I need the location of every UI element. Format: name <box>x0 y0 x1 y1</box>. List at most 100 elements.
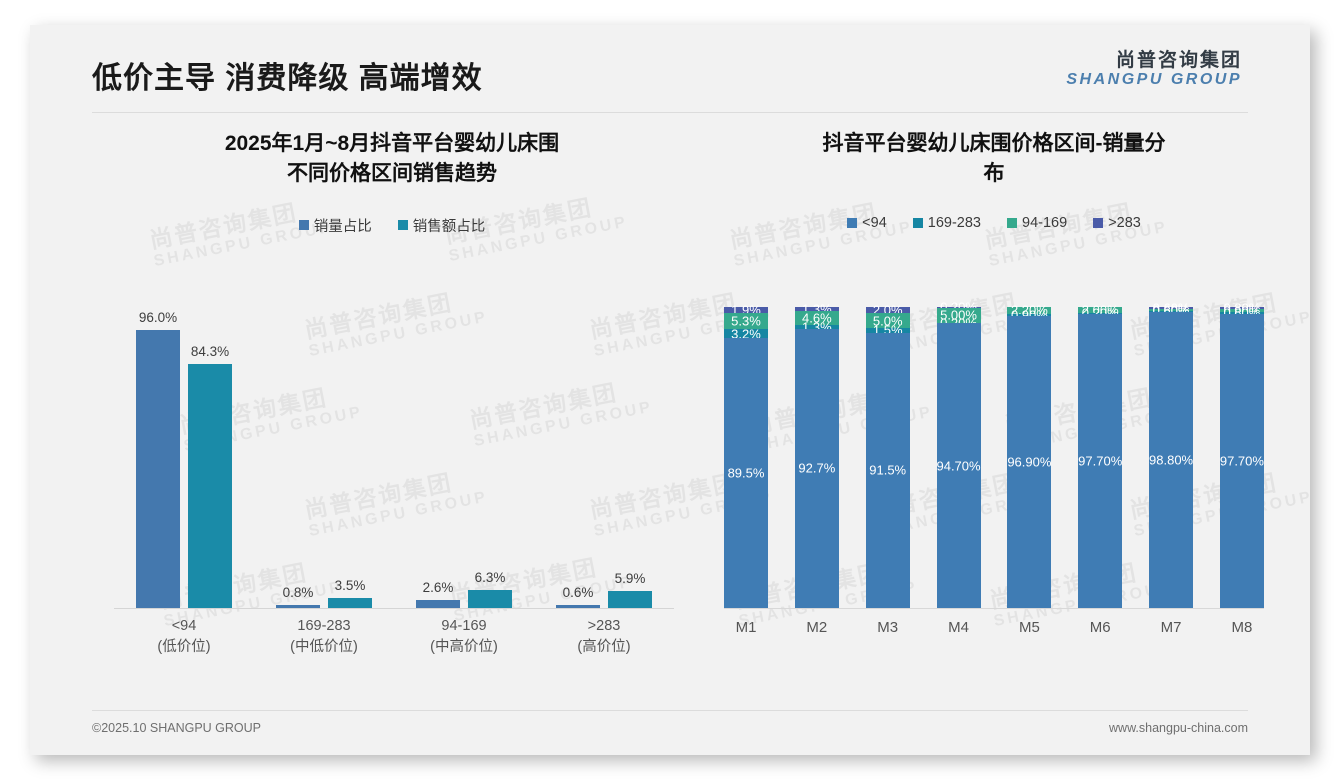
right-chart-segment-value-label: 97.70% <box>1078 453 1123 469</box>
right-chart-segment-value-label: 96.90% <box>1007 454 1052 470</box>
footer-copyright: ©2025.10 SHANGPU GROUP <box>92 721 261 735</box>
slide-header: 低价主导 消费降级 高端增效 尚普咨询集团 SHANGPU GROUP <box>30 25 1310 113</box>
right-chart-category-label: M8 <box>1231 619 1253 636</box>
legend-label: 94-169 <box>1022 214 1068 231</box>
left-chart-legend: 销量占比 销售额占比 <box>92 215 692 236</box>
right-chart-category-labels: M1 M2 M3 M4 M5 M6 M7 M8 <box>724 611 1264 667</box>
right-chart-segment-value-label: 92.7% <box>798 460 836 476</box>
left-chart-bar-group: 0.8% 3.5% <box>254 297 394 608</box>
left-chart-category-tier: (中低价位) <box>290 639 358 656</box>
right-chart-category-label: M2 <box>806 619 828 636</box>
logo-text-cn: 尚普咨询集团 <box>1115 50 1242 71</box>
legend-swatch-icon <box>847 217 858 228</box>
right-chart-stack-segment: 96.90% <box>1007 316 1052 608</box>
left-chart-bar-value-label: 96.0% <box>138 309 178 325</box>
right-chart-stacked-bar[interactable]: 1.9% 5.3% 3.2% 89.5% <box>724 302 768 608</box>
left-chart-title-line1: 2025年1月~8月抖音平台婴幼儿床围 <box>224 132 560 155</box>
right-chart-category-label: M4 <box>948 619 969 636</box>
right-chart-segment-value-label: 5.0% <box>872 313 903 329</box>
right-chart-stacked-bar[interactable]: 1.3% 4.6% 1.3% 92.7% <box>794 301 839 609</box>
right-chart-stack-segment: 94.70% <box>936 323 981 608</box>
right-chart-stack-segment: 98.80% <box>1149 312 1194 609</box>
right-chart-legend-item[interactable]: <94 <box>847 215 887 231</box>
left-chart-bar-rect <box>608 590 652 608</box>
legend-label: 销量占比 <box>313 218 372 235</box>
left-chart-bar-rect <box>556 605 600 608</box>
right-chart-stacked-bars: 1.9% 5.3% 3.2% 89.5% 1.3% 4.6% 1.3% 92.7% 2.0% 5.… <box>724 300 1264 609</box>
right-chart-stacked-bar[interactable]: 2.00%0.20%97.70% <box>1078 303 1123 608</box>
right-chart-stack-segment: 91.5% <box>865 332 910 608</box>
left-chart-bar-value-label: 0.6% <box>562 585 594 600</box>
legend-label: 销售额占比 <box>412 218 486 235</box>
right-chart-plot: 1.9% 5.3% 3.2% 89.5% 1.3% 4.6% 1.3% 92.7% 2.0% 5.… <box>710 297 1278 667</box>
left-chart-legend-item[interactable]: 销售额占比 <box>397 215 486 236</box>
right-chart-category-label: M5 <box>1018 619 1040 636</box>
legend-label: >283 <box>1108 214 1141 231</box>
page-title: 低价主导 消费降级 高端增效 <box>92 62 483 95</box>
right-chart-segment-value-label: 5.00% <box>940 307 977 323</box>
logo-text-en: SHANGPU GROUP <box>1066 70 1242 88</box>
right-chart-title-line2: 布 <box>983 161 1005 185</box>
left-chart-bar[interactable]: 0.8% <box>276 297 320 608</box>
left-chart-plot: 96.0% 84.3% 0.8% 3.5% 2.6% 6.3% 0.6% 5.9% <94 (低… <box>92 297 692 667</box>
right-chart-stacked-bar[interactable]: 0.20%5.00%0.20%94.70% <box>936 300 981 608</box>
right-chart-stacked-bar[interactable]: 0.60%0.60%0.60%98.80% <box>1149 300 1194 609</box>
right-chart-title-line1: 抖音平台婴幼儿床围价格区间-销量分 <box>822 132 1166 155</box>
left-chart-category-tier: (低价位) <box>157 639 211 656</box>
right-chart-legend-item[interactable]: >283 <box>1093 215 1141 231</box>
right-chart-stacked-bar[interactable]: 0.80%0.90%0.60%97.70% <box>1219 301 1264 608</box>
right-chart-legend-item[interactable]: 169-283 <box>912 215 981 231</box>
right-chart-stacked-bar[interactable]: 2.20% 0.90% 96.90% <box>1007 303 1052 608</box>
right-chart-stack-segment: 3.2% <box>724 326 768 341</box>
left-chart-bar[interactable]: 0.6% <box>556 297 600 608</box>
footer-website: www.shangpu-china.com <box>1109 721 1248 735</box>
right-chart-stacked-bar[interactable]: 2.0% 5.0% 1.5% 91.5% <box>865 303 910 608</box>
left-chart-category-labels: <94 (低价位) 169-283 (中低价位) 94-169 (中高价位) >283 (高价… <box>114 611 674 667</box>
right-chart-category-label: M3 <box>877 619 899 636</box>
legend-swatch-icon <box>1093 217 1104 228</box>
legend-swatch-icon <box>1007 217 1017 228</box>
right-chart-stack-segment: 4.6% <box>794 310 839 325</box>
right-chart-stack-segment: 92.7% <box>794 328 839 609</box>
right-chart-segment-value-label: 3.2% <box>731 326 761 341</box>
left-chart-bar-value-label: 0.8% <box>282 585 314 600</box>
right-chart-stack-segment: 5.3% <box>724 312 768 329</box>
legend-swatch-icon <box>298 220 309 231</box>
left-chart-category-range: <94 <box>171 618 197 634</box>
left-chart-bar-rect <box>468 589 512 608</box>
brand-logo: 尚普咨询集团 SHANGPU GROUP <box>1066 51 1242 89</box>
right-chart-category-label: M1 <box>735 619 757 636</box>
right-chart-x-axis <box>724 608 1264 609</box>
left-chart-category-tier: (高价位) <box>577 639 631 656</box>
right-chart-stack-segment: 97.70% <box>1078 313 1123 608</box>
left-chart-category-label: 169-283 (中低价位) <box>254 611 394 667</box>
left-chart-bar[interactable]: 5.9% <box>608 297 652 608</box>
header-divider <box>92 112 1248 113</box>
left-chart-category-range: >283 <box>587 618 621 634</box>
legend-swatch-icon <box>912 217 923 228</box>
right-chart-segment-value-label: 91.5% <box>869 462 907 478</box>
right-chart-legend: <94 169-283 94-169 >283 <box>710 215 1278 231</box>
legend-swatch-icon <box>397 220 408 231</box>
chart-panel-right: 抖音平台婴幼儿床围价格区间-销量分 布 <94 169-283 94-169 >283… <box>710 129 1278 699</box>
left-chart-bar-group: 2.6% 6.3% <box>394 297 534 608</box>
left-chart-bar-groups: 96.0% 84.3% 0.8% 3.5% 2.6% 6.3% 0.6% 5.9% <box>114 297 674 608</box>
footer-divider <box>92 710 1248 711</box>
left-chart-bar[interactable]: 6.3% <box>468 297 512 608</box>
left-chart-category-label: <94 (低价位) <box>114 611 254 667</box>
right-chart-segment-value-label: 5.3% <box>731 313 761 329</box>
left-chart-bar-value-label: 3.5% <box>334 577 366 593</box>
left-chart-bar[interactable]: 84.3% <box>188 297 232 608</box>
left-chart-bar[interactable]: 96.0% <box>136 297 180 608</box>
left-chart-bar[interactable]: 3.5% <box>328 297 372 608</box>
right-chart-category-label: M6 <box>1089 619 1111 636</box>
slide-canvas: 低价主导 消费降级 高端增效 尚普咨询集团 SHANGPU GROUP 尚普咨询… <box>30 25 1310 755</box>
left-chart-title: 2025年1月~8月抖音平台婴幼儿床围 不同价格区间销售趋势 <box>92 129 692 189</box>
left-chart-category-label: 94-169 (中高价位) <box>394 611 534 667</box>
right-chart-legend-item[interactable]: 94-169 <box>1007 215 1067 231</box>
left-chart-bar[interactable]: 2.6% <box>416 297 460 608</box>
left-chart-bar-value-label: 5.9% <box>614 570 646 586</box>
left-chart-legend-item[interactable]: 销量占比 <box>298 215 372 236</box>
right-chart-title: 抖音平台婴幼儿床围价格区间-销量分 布 <box>710 129 1278 189</box>
right-chart-segment-value-label: 97.70% <box>1219 453 1264 469</box>
